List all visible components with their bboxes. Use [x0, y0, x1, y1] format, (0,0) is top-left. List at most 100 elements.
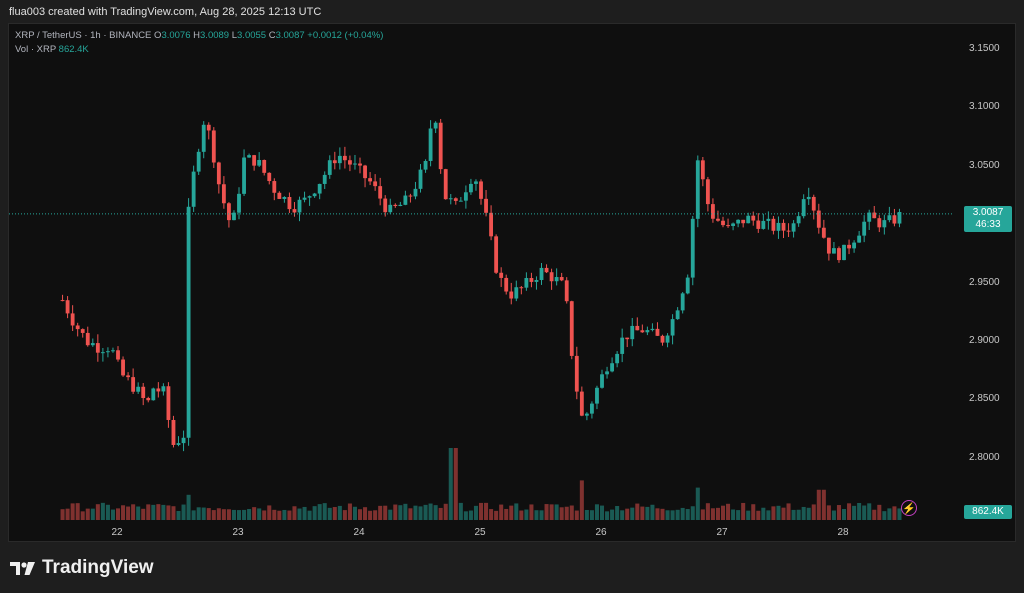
candle-body [403, 195, 408, 205]
volume-bar [710, 508, 715, 520]
candle-body [857, 235, 862, 243]
volume-bar [95, 504, 100, 520]
candle-body [796, 216, 801, 224]
candle-body [252, 155, 257, 166]
volume-bar [645, 506, 650, 520]
volume-bar [141, 508, 146, 520]
candle-body [166, 386, 171, 420]
candle-body [242, 157, 246, 194]
volume-bar [191, 510, 196, 520]
candle-body [312, 193, 317, 197]
candle-body [156, 388, 161, 392]
candle-body [363, 165, 367, 179]
volume-bar [357, 509, 363, 520]
candle-body [821, 227, 826, 238]
candle-body [801, 199, 806, 217]
candle-body [469, 183, 473, 193]
candle-body [368, 178, 373, 182]
candle-body [872, 212, 877, 219]
candle-body [186, 206, 191, 438]
candle-body [171, 419, 176, 445]
candle-body [892, 215, 897, 224]
volume-bar [680, 507, 685, 520]
candle-body [569, 301, 574, 356]
volume-bar [257, 508, 262, 520]
volume-bar [786, 503, 791, 520]
volume-bar [247, 508, 252, 520]
candle-body [106, 351, 110, 353]
bar-countdown: 46:33 [975, 219, 1001, 230]
candle-body [90, 343, 95, 346]
candle-body [650, 328, 655, 331]
volume-bar [90, 508, 95, 520]
volume-bar [852, 505, 857, 520]
price-tick-label: 3.1000 [969, 101, 1000, 113]
volume-bar [554, 504, 559, 520]
volume-bar [801, 506, 806, 520]
candle-body [353, 163, 357, 165]
volume-bar [615, 506, 620, 520]
volume-bar [443, 503, 448, 520]
candle-body [842, 244, 846, 261]
candle-body [221, 184, 226, 204]
volume-bar [610, 509, 615, 520]
price-chart-svg[interactable] [9, 24, 1016, 542]
candle-body [620, 337, 625, 354]
candle-body [852, 242, 857, 249]
volume-bar [771, 506, 776, 520]
candle-body [882, 220, 887, 228]
candle-body [141, 386, 146, 399]
volume-bar [242, 509, 247, 520]
volume-bar [529, 504, 534, 520]
candle-body [237, 193, 241, 213]
volume-bar [136, 506, 141, 520]
candle-body [136, 386, 141, 392]
volume-bar [337, 505, 342, 520]
candle-body [448, 198, 453, 200]
volume-bar [630, 507, 635, 520]
candle-body [201, 124, 206, 152]
candle-body [625, 337, 630, 340]
lightning-icon[interactable]: ⚡ [901, 500, 917, 516]
open-label: O [154, 30, 162, 41]
volume-bar [574, 510, 579, 520]
candle-body [887, 215, 892, 221]
volume-bar [473, 505, 478, 520]
volume-bar [499, 504, 504, 520]
volume-bar [514, 503, 519, 520]
volume-bar [741, 502, 746, 520]
candle-body [277, 192, 282, 199]
volume-bar [282, 509, 287, 520]
volume-bar [151, 504, 156, 520]
volume-bar [267, 505, 272, 520]
volume-bar [882, 511, 887, 520]
volume-bar [549, 504, 554, 520]
candle-body [489, 212, 494, 237]
volume-bar [635, 503, 640, 520]
candle-body [453, 198, 458, 201]
volume-bar [181, 504, 186, 520]
candle-body [660, 335, 665, 343]
chart-panel[interactable]: XRP / TetherUS · 1h · BINANCE O3.0076 H3… [8, 23, 1016, 542]
volume-label[interactable]: Vol · XRP [15, 44, 57, 55]
candle-body [438, 122, 443, 170]
candle-body [418, 169, 423, 189]
volume-bar [720, 505, 726, 520]
candle-body [348, 160, 352, 165]
candle-body [756, 220, 761, 229]
volume-bar [605, 511, 610, 520]
time-tick-label: 27 [716, 527, 728, 538]
candle-body [111, 350, 115, 352]
volume-bar [675, 509, 680, 520]
volume-bar [806, 507, 811, 520]
volume-bar [201, 507, 206, 520]
candle-body [282, 197, 287, 199]
volume-bar [352, 506, 357, 520]
tradingview-brand: TradingView [10, 557, 154, 579]
candle-body [564, 280, 569, 302]
symbol-name[interactable]: XRP / TetherUS · 1h · BINANCE [15, 30, 152, 41]
volume-bar [776, 505, 781, 520]
candle-body [232, 212, 236, 221]
candle-body [176, 443, 181, 445]
volume-bar [413, 505, 418, 520]
